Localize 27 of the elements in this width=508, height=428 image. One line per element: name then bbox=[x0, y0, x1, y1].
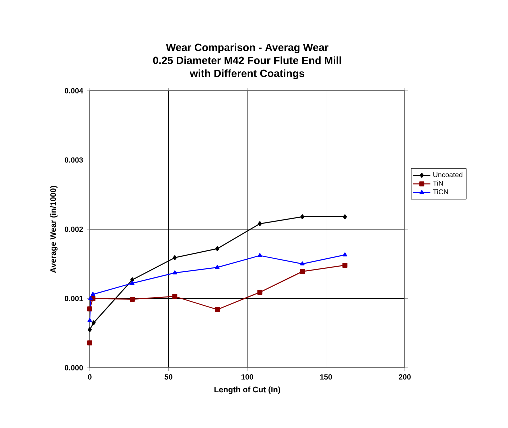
point bbox=[300, 269, 306, 274]
point bbox=[88, 306, 92, 312]
point bbox=[300, 214, 305, 220]
point bbox=[88, 296, 94, 300]
point bbox=[130, 296, 136, 302]
point bbox=[215, 307, 220, 312]
point bbox=[258, 290, 263, 296]
point bbox=[92, 320, 96, 326]
point bbox=[88, 327, 92, 332]
point bbox=[88, 340, 92, 346]
point bbox=[342, 263, 348, 268]
point bbox=[342, 252, 348, 257]
point bbox=[258, 221, 262, 226]
point bbox=[216, 246, 220, 252]
point bbox=[172, 294, 178, 300]
point bbox=[300, 262, 305, 266]
point bbox=[258, 253, 262, 258]
point bbox=[130, 281, 135, 286]
y-axis-title: Average Wear (in/1000) bbox=[50, 186, 58, 274]
point bbox=[343, 214, 348, 220]
point bbox=[172, 270, 178, 275]
point bbox=[88, 318, 92, 322]
point bbox=[90, 292, 96, 296]
chart-title: Wear Comparison - Averag Wear 0.25 Diameter M42 Four Flute End Mill with Different Coatings bbox=[153, 44, 342, 80]
x-axis-title: Length of Cut (In) bbox=[214, 386, 280, 394]
point bbox=[173, 255, 178, 260]
point bbox=[215, 265, 220, 270]
